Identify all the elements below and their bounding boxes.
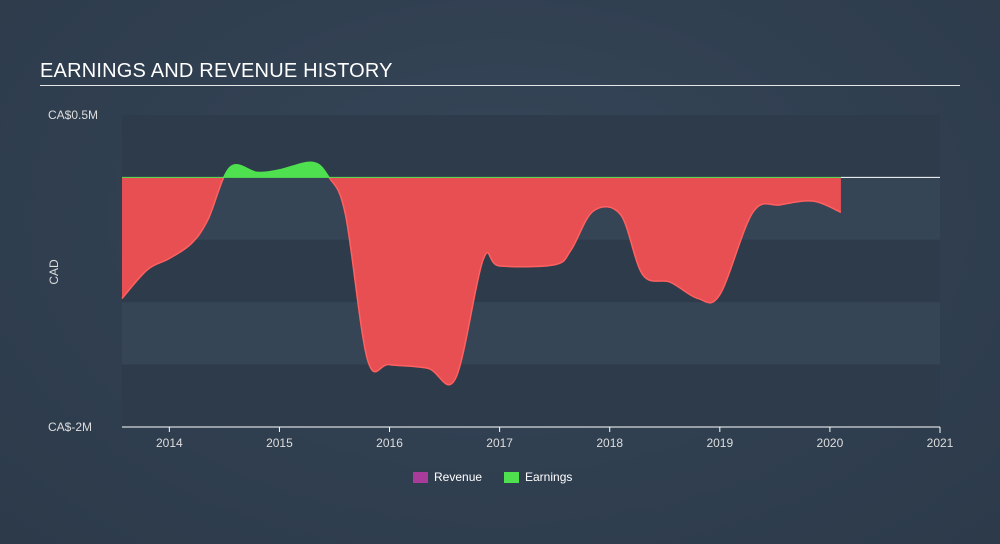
earnings-area-positive: [223, 162, 329, 178]
x-tick-label: 2014: [156, 436, 183, 450]
y-tick-label: CA$-2M: [48, 420, 92, 434]
x-tick-label: 2018: [596, 436, 623, 450]
legend-revenue[interactable]: Revenue: [413, 470, 482, 484]
x-tick-label: 2017: [486, 436, 513, 450]
title-divider: [40, 85, 960, 86]
earnings-line-positive: [222, 161, 330, 178]
legend-earnings[interactable]: Earnings: [504, 470, 572, 484]
x-tick-label: 2021: [927, 436, 954, 450]
x-tick-label: 2015: [266, 436, 293, 450]
revenue-swatch: [413, 471, 428, 483]
grid-band: [122, 302, 940, 365]
chart-title: EARNINGS AND REVENUE HISTORY: [40, 60, 393, 82]
y-tick-label: CA$0.5M: [48, 108, 98, 122]
x-tick-label: 2020: [817, 436, 844, 450]
earnings-area-negative: [122, 177, 841, 385]
legend-label: Earnings: [525, 470, 573, 484]
x-tick-label: 2019: [706, 436, 733, 450]
legend-label: Revenue: [434, 470, 483, 484]
grid-band: [122, 364, 940, 427]
earnings-line-negative: [121, 177, 842, 386]
x-tick-label: 2016: [376, 436, 403, 450]
y-axis-label: CAD: [47, 259, 61, 285]
grid-band: [122, 115, 940, 178]
earnings-swatch: [504, 471, 519, 483]
